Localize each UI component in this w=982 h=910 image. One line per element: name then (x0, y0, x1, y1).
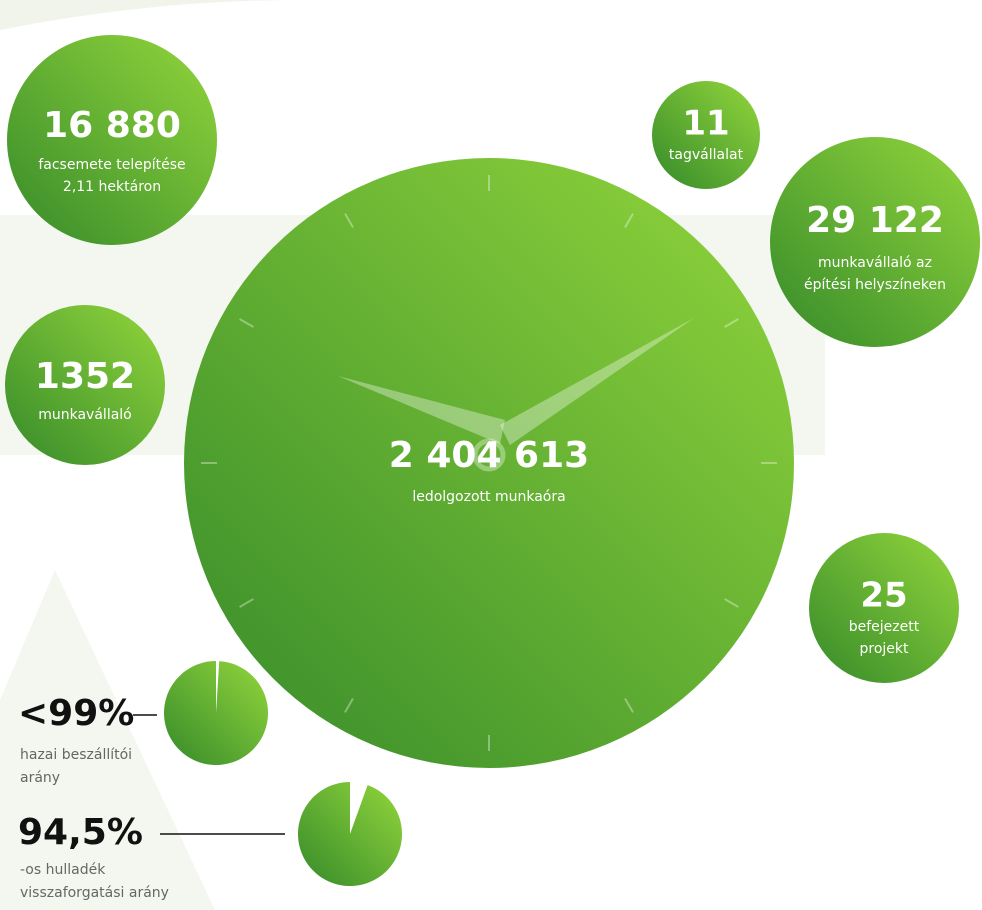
clock-hand (500, 318, 694, 445)
stat-label: 2,11 hektáron (63, 179, 161, 195)
clock (184, 158, 794, 768)
clock-tick (724, 318, 739, 328)
clock-tick (239, 318, 254, 328)
stat-label: építési helyszíneken (804, 277, 946, 293)
stat-label: facsemete telepítése (38, 157, 185, 173)
clock-pivot (472, 438, 506, 472)
clock-tick (724, 598, 739, 608)
pie-slice (297, 782, 402, 886)
pie-value-label: <99% (18, 693, 134, 734)
center-value: 2 404 613 (389, 435, 589, 476)
stat-value: 16 880 (43, 105, 181, 146)
pie-label: -os hulladék (20, 862, 106, 878)
clock-tick (239, 598, 254, 608)
clock-tick (344, 213, 354, 228)
pie-label: hazai beszállítói (20, 747, 132, 763)
stat-circle (770, 137, 980, 347)
stat-value: 1352 (35, 356, 135, 397)
center-label: ledolgozott munkaóra (412, 489, 565, 505)
stat-value: 25 (860, 576, 907, 616)
stat-label: tagvállalat (669, 147, 744, 163)
clock-tick (344, 698, 354, 713)
stat-circle (652, 81, 760, 189)
pie-slice (164, 661, 269, 766)
stat-label: projekt (860, 641, 910, 657)
stat-label: befejezett (849, 619, 920, 635)
clock-hand (338, 376, 505, 444)
pie-label: visszaforgatási arány (20, 885, 169, 901)
stat-circle (809, 533, 959, 683)
stat-circle (7, 35, 217, 245)
clock-tick (624, 698, 634, 713)
stat-circle (5, 305, 165, 465)
clock-tick (624, 213, 634, 228)
stat-label: munkavállaló (38, 407, 132, 423)
stat-value: 11 (682, 104, 729, 144)
stat-label: munkavállaló az (818, 255, 932, 271)
pie-label: arány (20, 770, 60, 786)
stat-value: 29 122 (806, 200, 944, 241)
pie-value-label: 94,5% (18, 812, 143, 853)
